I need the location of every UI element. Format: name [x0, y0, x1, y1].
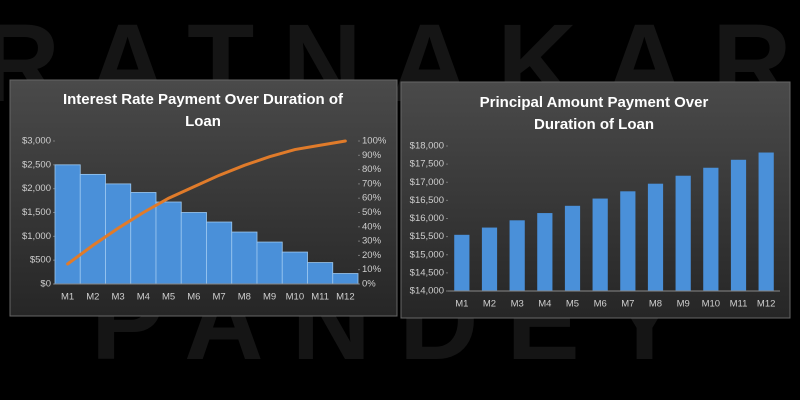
y-tick-label: $14,500	[410, 267, 444, 278]
y-tick-label: $18,000	[410, 141, 444, 152]
y2-tick-label: 50%	[362, 207, 382, 218]
chart-title: Principal Amount Payment Over	[480, 94, 709, 111]
bar	[307, 262, 334, 285]
bar	[703, 167, 719, 291]
x-tick-label: M3	[112, 292, 125, 303]
bar	[730, 159, 747, 291]
chart-title: Duration of Loan	[534, 116, 654, 133]
bar	[758, 152, 774, 291]
x-tick-label: M5	[566, 299, 579, 310]
bar	[592, 198, 608, 291]
bar	[79, 173, 106, 285]
bar	[155, 201, 182, 285]
bar	[281, 251, 308, 285]
y-tick-label: $15,500	[410, 231, 444, 242]
bar	[206, 221, 233, 285]
x-tick-label: M2	[483, 299, 496, 310]
y-tick-label: $15,000	[410, 249, 444, 260]
x-tick-label: M9	[263, 292, 276, 303]
y2-tick-label: 40%	[362, 221, 382, 232]
bar	[564, 205, 581, 291]
y-tick-label: $17,000	[410, 177, 444, 188]
y-tick-label: $1,500	[22, 207, 51, 218]
x-tick-label: M10	[702, 299, 720, 310]
x-tick-label: M7	[213, 292, 226, 303]
bar	[454, 234, 470, 291]
y-tick-label: $17,500	[410, 159, 444, 170]
x-tick-label: M12	[757, 299, 775, 310]
x-tick-label: M4	[137, 292, 150, 303]
y2-tick-label: 90%	[362, 150, 382, 161]
y-tick-label: $1,000	[22, 231, 51, 242]
x-tick-label: M8	[649, 299, 662, 310]
x-tick-label: M6	[187, 292, 200, 303]
x-tick-label: M5	[162, 292, 175, 303]
bar	[54, 164, 81, 285]
y-tick-label: $16,000	[410, 213, 444, 224]
bar	[332, 273, 359, 285]
y-tick-label: $0	[40, 279, 51, 290]
y2-tick-label: 70%	[362, 178, 382, 189]
bar	[481, 227, 498, 291]
bar	[620, 191, 636, 291]
y-tick-label: $16,500	[410, 195, 444, 206]
bar	[675, 175, 691, 291]
y2-tick-label: 30%	[362, 236, 382, 247]
bar	[231, 231, 258, 285]
y-tick-label: $2,000	[22, 183, 51, 194]
bar	[256, 241, 283, 285]
x-tick-label: M7	[621, 299, 634, 310]
x-tick-label: M1	[455, 299, 468, 310]
x-tick-label: M4	[538, 299, 551, 310]
y-tick-label: $14,000	[410, 286, 444, 297]
y2-tick-label: 10%	[362, 264, 382, 275]
y2-tick-label: 20%	[362, 250, 382, 261]
x-tick-label: M11	[730, 299, 748, 310]
x-tick-label: M2	[86, 292, 99, 303]
x-tick-label: M9	[677, 299, 690, 310]
x-tick-label: M1	[61, 292, 74, 303]
y2-tick-label: 80%	[362, 164, 382, 175]
y-tick-label: $3,000	[22, 136, 51, 147]
chart-title: Interest Rate Payment Over Duration of	[63, 91, 344, 108]
bar	[537, 213, 553, 291]
chart-title: Loan	[185, 113, 221, 130]
line	[66, 139, 347, 266]
bar	[647, 183, 664, 291]
y2-tick-label: 60%	[362, 193, 382, 204]
x-tick-label: M8	[238, 292, 251, 303]
y-tick-label: $500	[30, 255, 51, 266]
y2-tick-label: 100%	[362, 136, 387, 147]
x-tick-label: M10	[286, 292, 304, 303]
y2-tick-label: 0%	[362, 279, 376, 290]
y-tick-label: $2,500	[22, 159, 51, 170]
x-tick-label: M6	[594, 299, 607, 310]
bar	[509, 220, 525, 291]
x-tick-label: M11	[311, 292, 329, 303]
x-tick-label: M12	[336, 292, 354, 303]
x-tick-label: M3	[511, 299, 524, 310]
bar	[180, 212, 207, 285]
